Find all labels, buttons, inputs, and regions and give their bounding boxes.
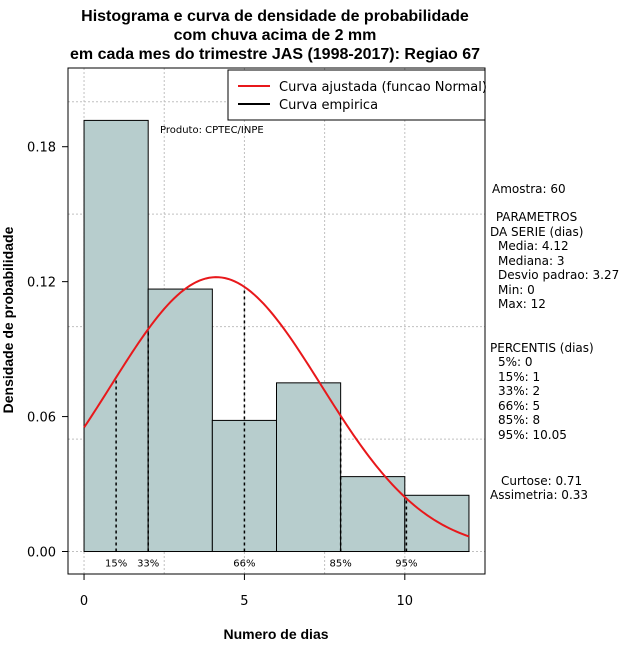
stats-percentil-95: 95%: 10.05 [498, 428, 567, 442]
legend-label-fit: Curva ajustada (funcao Normal) [279, 80, 487, 95]
stats-param-mean: Media: 4.12 [498, 239, 569, 253]
histogram-bar-4 [340, 476, 406, 553]
stats-percentil-85: 85%: 8 [498, 413, 540, 427]
histogram-bar-5 [404, 494, 470, 553]
stats-param-max: Max: 12 [498, 297, 546, 311]
stats-percentil-5: 5%: 0 [498, 355, 533, 369]
y-tick-label-3: 0.18 [27, 141, 56, 156]
stats-percentis-title: PERCENTIS (dias) [490, 341, 594, 355]
x-axis-title: Numero de dias [223, 626, 328, 642]
stats-sample: Amostra: 60 [492, 182, 566, 196]
y-tick-label-0: 0.00 [27, 546, 56, 561]
credit-text: Produto: CPTEC/INPE [160, 125, 264, 136]
stats-param-median: Mediana: 3 [498, 254, 565, 268]
stats-params-title-2: DA SERIE (dias) [490, 225, 583, 239]
percentile-label-1: 33% [137, 559, 159, 570]
y-axis-title: Densidade de probabilidade [0, 226, 16, 413]
chart-title-line-2: com chuva acima de 2 mm [174, 27, 377, 44]
x-tick-label-1: 5 [240, 594, 248, 609]
percentile-label-2: 66% [233, 559, 255, 570]
normal-fit-curve [83, 276, 470, 538]
y-tick-label-2: 0.12 [27, 276, 56, 291]
legend-label-empirical: Curva empirica [279, 98, 378, 113]
stats-params-title-1: PARAMETROS [492, 210, 577, 224]
x-tick-label-0: 0 [80, 594, 88, 609]
stats-percentil-15: 15%: 1 [498, 370, 540, 384]
histogram-bar-0 [83, 119, 149, 553]
chart-title-line-3: em cada mes do trimestre JAS (1998-2017)… [70, 46, 480, 63]
stats-percentil-33: 33%: 2 [498, 384, 540, 398]
histogram-bar-3 [276, 382, 342, 553]
stats-percentil-66: 66%: 5 [498, 399, 540, 413]
x-tick-label-2: 10 [397, 594, 414, 609]
percentile-label-3: 85% [330, 559, 352, 570]
y-tick-label-1: 0.06 [27, 411, 56, 426]
stats-assimetria: Assimetria: 0.33 [490, 488, 588, 502]
percentile-label-0: 15% [105, 559, 127, 570]
axes: 0.00 0.06 0.12 0.18 0 5 10 [27, 141, 413, 609]
chart-title-line-1: Histograma e curva de densidade de proba… [81, 8, 469, 25]
stats-param-min: Min: 0 [498, 283, 535, 297]
percentile-markers: 15% 33% 66% 85% 95% [105, 286, 418, 570]
legend: Curva ajustada (funcao Normal) Curva emp… [227, 69, 487, 121]
stats-panel: Amostra: 60 PARAMETROS DA SERIE (dias) M… [490, 182, 619, 502]
stats-curtose: Curtose: 0.71 [501, 474, 582, 488]
percentile-label-4: 95% [395, 559, 417, 570]
histogram-bar-1 [147, 288, 213, 553]
stats-param-sd: Desvio padrao: 3.27 [498, 268, 619, 282]
histogram-bars [83, 119, 470, 553]
legend-box [227, 69, 486, 121]
